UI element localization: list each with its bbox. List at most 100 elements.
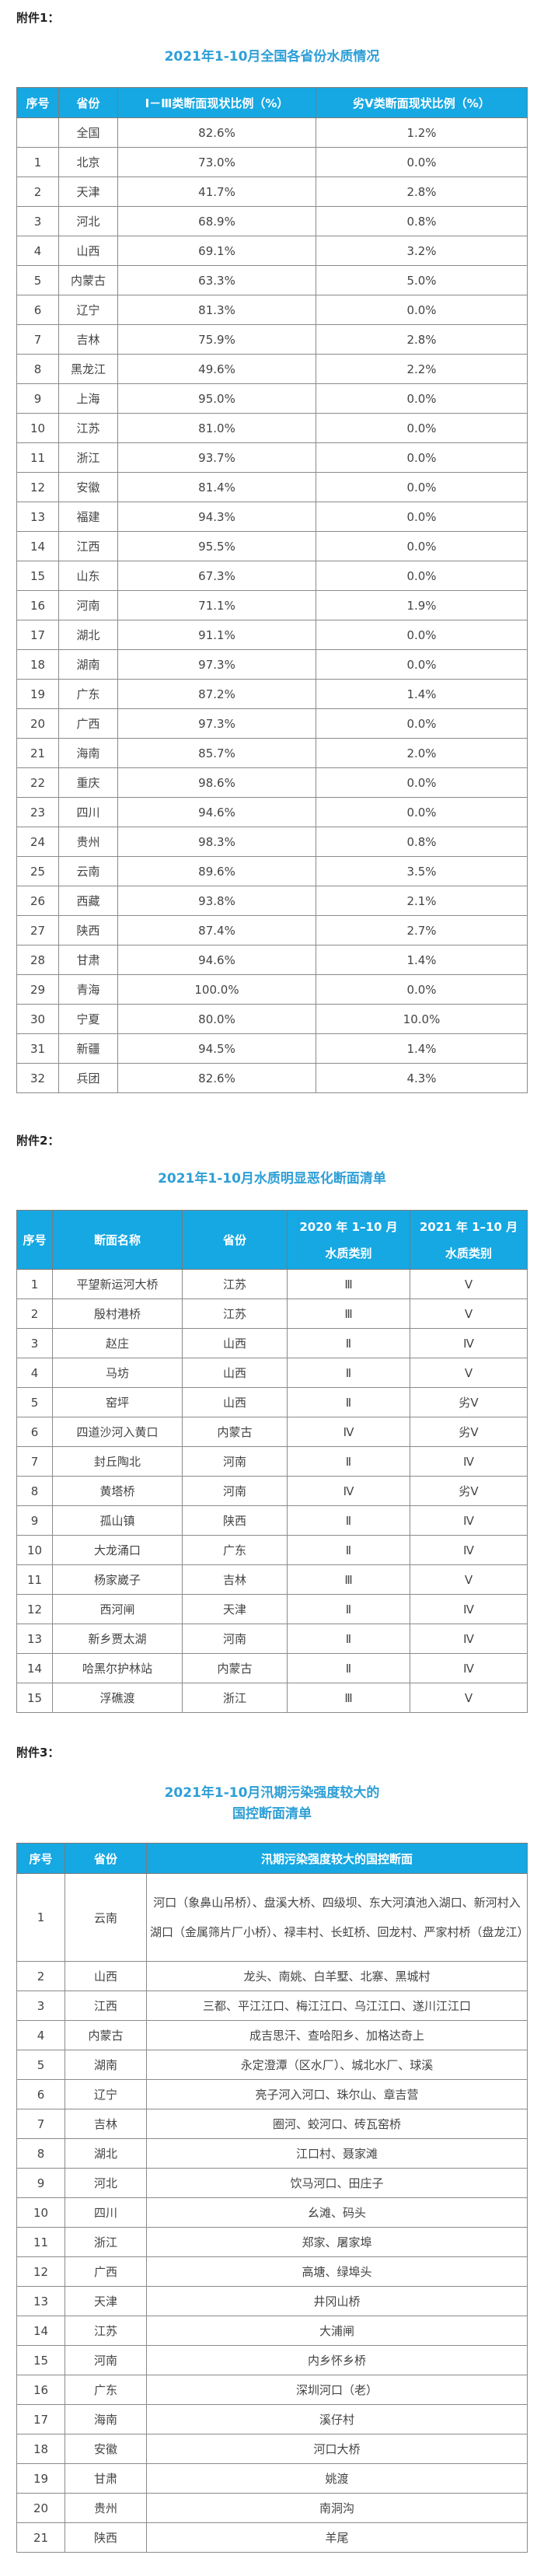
cell-section-name: 窑坪	[52, 1387, 183, 1417]
cell-worse-than-5-ratio: 0.8%	[316, 206, 528, 236]
table-row: 12 安徽 81.4% 0.0%	[16, 472, 528, 502]
cell-province: 云南	[65, 1873, 147, 1962]
cell-sections: 江口村、聂家滩	[146, 2138, 528, 2169]
cell-sections: 姚渡	[146, 2463, 528, 2494]
cell-sections: 河口（象鼻山吊桥）、盘溪大桥、四级坝、东大河滇池入湖口、新河村入湖口（金属筛片厂…	[146, 1873, 529, 1962]
cell-2020-class: Ⅲ	[287, 1269, 410, 1299]
table-row: 9 上海 95.0% 0.0%	[16, 383, 528, 414]
table-row: 2 山西 龙头、南姚、白羊墅、北寨、黑城村	[16, 1961, 528, 1991]
cell-index: 16	[16, 590, 59, 620]
table-row: 28 甘肃 94.6% 1.4%	[16, 945, 528, 975]
cell-province: 陕西	[65, 2522, 147, 2553]
cell-index: 28	[16, 945, 59, 975]
table-row: 14 江苏 大浦闸	[16, 2316, 528, 2346]
cell-province: 江西	[58, 531, 118, 561]
cell-province: 湖南	[65, 2050, 147, 2080]
attachment-3-label: 附件3：	[16, 1746, 60, 1760]
cell-index: 11	[16, 442, 59, 473]
cell-index: 7	[16, 324, 59, 355]
cell-province: 浙江	[182, 1683, 288, 1713]
cell-province: 天津	[58, 177, 118, 207]
table-row: 3 河北 68.9% 0.8%	[16, 206, 528, 236]
cell-province: 广西	[58, 708, 118, 739]
table-row: 26 西藏 93.8% 2.1%	[16, 886, 528, 916]
cell-index: 7	[16, 2109, 65, 2139]
cell-index: 19	[16, 679, 59, 709]
header-index: 序号	[16, 1843, 65, 1874]
table-row: 全国 82.6% 1.2%	[16, 117, 528, 148]
cell-class-1-3-ratio: 81.3%	[117, 295, 316, 325]
cell-sections: 河口大桥	[146, 2434, 528, 2464]
cell-2020-class: Ⅲ	[287, 1683, 410, 1713]
table-row: 6 四道沙河入黄口 内蒙古 Ⅳ 劣Ⅴ	[16, 1417, 528, 1447]
cell-class-1-3-ratio: 87.4%	[117, 915, 316, 945]
cell-2020-class: Ⅱ	[287, 1358, 410, 1388]
cell-index: 12	[16, 472, 59, 502]
cell-worse-than-5-ratio: 4.3%	[316, 1063, 528, 1093]
table-row: 4 山西 69.1% 3.2%	[16, 236, 528, 266]
cell-class-1-3-ratio: 69.1%	[117, 236, 316, 266]
header-province: 省份	[58, 87, 118, 118]
table-row: 17 湖北 91.1% 0.0%	[16, 620, 528, 650]
cell-index: 12	[16, 1594, 53, 1624]
cell-sections: 内乡怀乡桥	[146, 2345, 528, 2375]
cell-index: 27	[16, 915, 59, 945]
table-row: 5 湖南 永定澄潭（区水厂）、城北水厂、球溪	[16, 2050, 528, 2080]
cell-province: 广西	[65, 2256, 147, 2287]
cell-class-1-3-ratio: 98.6%	[117, 767, 316, 798]
cell-sections: 三都、平江江口、梅江江口、乌江江口、遂川江江口	[146, 1991, 528, 2021]
cell-index: 18	[16, 649, 59, 680]
cell-province: 贵州	[58, 827, 118, 857]
cell-province: 内蒙古	[182, 1653, 288, 1683]
table-row: 16 广东 深圳河口（老）	[16, 2375, 528, 2405]
cell-worse-than-5-ratio: 2.8%	[316, 324, 528, 355]
table-row: 6 辽宁 81.3% 0.0%	[16, 295, 528, 325]
cell-index: 5	[16, 265, 59, 295]
cell-class-1-3-ratio: 73.0%	[117, 147, 316, 177]
cell-sections: 高塘、绿埠头	[146, 2256, 528, 2287]
cell-worse-than-5-ratio: 0.0%	[316, 767, 528, 798]
header-section-name: 断面名称	[52, 1210, 183, 1270]
table-row: 31 新疆 94.5% 1.4%	[16, 1033, 528, 1064]
cell-province: 河南	[58, 590, 118, 620]
province-water-quality-table: 序号 省份 Ⅰ－Ⅲ类断面现状比例（%） 劣Ⅴ类断面现状比例（%） 全国 82.6%…	[16, 87, 528, 1093]
cell-worse-than-5-ratio: 0.0%	[316, 295, 528, 325]
table-row: 27 陕西 87.4% 2.7%	[16, 915, 528, 945]
cell-worse-than-5-ratio: 0.0%	[316, 442, 528, 473]
cell-index: 19	[16, 2463, 65, 2494]
table-row: 23 四川 94.6% 0.0%	[16, 797, 528, 827]
cell-index: 20	[16, 708, 59, 739]
cell-2021-class: Ⅴ	[410, 1564, 528, 1595]
cell-index: 6	[16, 2079, 65, 2109]
header-worse-than-5-ratio: 劣Ⅴ类断面现状比例（%）	[316, 87, 528, 118]
table-row: 15 山东 67.3% 0.0%	[16, 561, 528, 591]
header-province: 省份	[65, 1843, 147, 1874]
deteriorated-sections-table: 序号 断面名称 省份 2020 年 1–10 月水质类别 2021 年 1–10…	[16, 1210, 528, 1713]
cell-2020-class: Ⅲ	[287, 1298, 410, 1329]
cell-sections: 成吉思汗、查哈阳乡、加格达奇上	[146, 2020, 528, 2050]
cell-worse-than-5-ratio: 0.8%	[316, 827, 528, 857]
cell-index	[16, 117, 59, 148]
cell-class-1-3-ratio: 75.9%	[117, 324, 316, 355]
cell-worse-than-5-ratio: 0.0%	[316, 708, 528, 739]
header-index: 序号	[16, 1210, 53, 1270]
cell-province: 内蒙古	[65, 2020, 147, 2050]
cell-index: 8	[16, 1476, 53, 1506]
cell-index: 8	[16, 354, 59, 384]
cell-section-name: 四道沙河入黄口	[52, 1417, 183, 1447]
cell-province: 河南	[182, 1624, 288, 1654]
attachment-2-label: 附件2：	[16, 1134, 60, 1148]
cell-index: 24	[16, 827, 59, 857]
cell-province: 辽宁	[65, 2079, 147, 2109]
cell-2020-class: Ⅳ	[287, 1476, 410, 1506]
cell-index: 9	[16, 383, 59, 414]
cell-province: 湖南	[58, 649, 118, 680]
cell-2020-class: Ⅱ	[287, 1505, 410, 1536]
cell-sections: 羊尾	[146, 2522, 528, 2553]
cell-index: 1	[16, 1269, 53, 1299]
cell-2020-class: Ⅱ	[287, 1535, 410, 1565]
table-row: 29 青海 100.0% 0.0%	[16, 974, 528, 1005]
cell-province: 广东	[182, 1535, 288, 1565]
cell-province: 贵州	[65, 2493, 147, 2523]
cell-class-1-3-ratio: 91.1%	[117, 620, 316, 650]
